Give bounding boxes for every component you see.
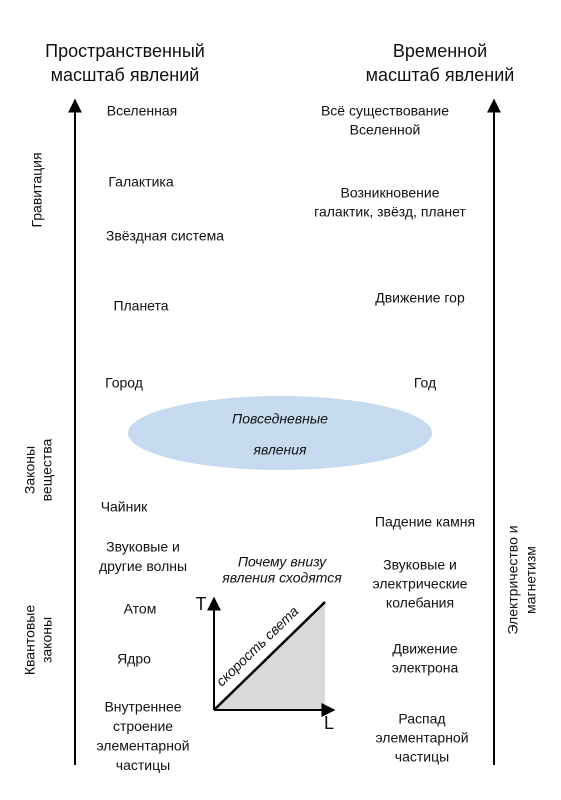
axis-label: T: [196, 594, 207, 614]
inset-diagonal: [213, 601, 326, 711]
space-item: строение: [113, 718, 173, 734]
force-label: Электричество и: [505, 525, 521, 634]
left-header: масштаб явлений: [51, 65, 200, 85]
space-item: Планета: [113, 298, 168, 314]
time-item: колебания: [386, 595, 454, 611]
space-item: Вселенная: [107, 103, 177, 119]
right-header: масштаб явлений: [366, 65, 515, 85]
space-item: элементарной: [96, 738, 189, 754]
time-item: Распад: [398, 711, 445, 727]
everyday-label: Повседневные: [232, 411, 328, 427]
space-item: Чайник: [101, 499, 148, 515]
space-item: частицы: [116, 757, 170, 773]
time-item: Падение камня: [375, 514, 475, 530]
inset-title: Почему внизу: [238, 554, 327, 570]
force-label: законы: [39, 617, 55, 663]
inset-title: явления сходятся: [221, 570, 342, 586]
space-item: Ядро: [117, 651, 151, 667]
axis-label: L: [324, 713, 334, 733]
time-item: Возникновение: [341, 185, 440, 201]
left-header: Пространственный: [45, 41, 205, 61]
space-item: Город: [105, 375, 143, 391]
time-item: галактик, звёзд, планет: [314, 204, 466, 220]
time-item: электрические: [373, 576, 468, 592]
everyday-ellipse: [128, 396, 432, 470]
time-item: Всё существование: [321, 103, 449, 119]
force-label: Гравитация: [29, 152, 45, 227]
space-item: Звуковые и: [106, 539, 180, 555]
space-item: Звёздная система: [106, 228, 224, 244]
right-header: Временной: [393, 41, 487, 61]
everyday-label: явления: [253, 442, 307, 458]
force-label: Законы: [22, 446, 38, 494]
time-item: Год: [414, 375, 436, 391]
time-item: частицы: [395, 749, 449, 765]
force-label: вещества: [39, 438, 55, 501]
force-label: Квантовые: [22, 605, 38, 675]
time-item: Звуковые и: [383, 557, 457, 573]
space-item: другие волны: [99, 558, 187, 574]
force-label: магнетизм: [523, 546, 539, 614]
space-item: Внутреннее: [104, 699, 181, 715]
time-item: Вселенной: [350, 122, 421, 138]
space-item: Галактика: [108, 174, 173, 190]
time-item: элементарной: [375, 730, 468, 746]
time-item: Движение: [392, 641, 457, 657]
time-item: Движение гор: [375, 290, 465, 306]
space-item: Атом: [124, 601, 157, 617]
time-item: электрона: [392, 660, 459, 676]
